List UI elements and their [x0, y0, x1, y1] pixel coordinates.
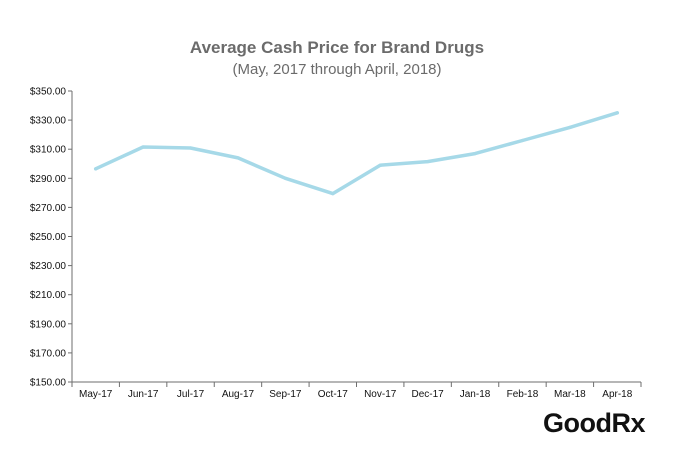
y-tick-label: $230.00 — [30, 261, 67, 272]
x-tick-label: Aug-17 — [222, 389, 255, 400]
data-point — [615, 111, 619, 115]
data-point — [568, 125, 572, 129]
x-axis: May-17 Jun-17 Jul-17 Aug-17 Sep-17 Oct-17 Nov-… — [71, 381, 642, 400]
y-tick-label: $250.00 — [30, 232, 67, 243]
chart-subtitle: (May, 2017 through April, 2018) — [232, 61, 441, 78]
y-tick-label: $310.00 — [30, 145, 67, 156]
y-tick-label: $290.00 — [30, 174, 67, 185]
y-tick-label: $210.00 — [30, 290, 67, 301]
y-tick-label: $150.00 — [30, 378, 67, 389]
x-tick-label: Nov-17 — [364, 389, 397, 400]
x-tick-label: Feb-18 — [507, 389, 539, 400]
x-tick-label: Jul-17 — [177, 389, 205, 400]
data-point — [378, 163, 382, 167]
data-point — [331, 191, 335, 196]
series-line — [93, 111, 620, 196]
chart-title: Average Cash Price for Brand Drugs — [190, 38, 484, 57]
x-tick-label: Sep-17 — [269, 389, 302, 400]
y-axis: $150.00 $170.00 $190.00 $210.00 $230.00 $250.… — [30, 87, 73, 389]
data-point — [426, 159, 430, 164]
data-point — [520, 138, 525, 143]
x-tick-label: Mar-18 — [554, 389, 586, 400]
x-tick-label: Jan-18 — [460, 389, 491, 400]
goodrx-logo: GoodRx — [543, 408, 645, 438]
y-tick-label: $350.00 — [30, 87, 67, 98]
y-tick-label: $170.00 — [30, 348, 67, 359]
x-tick-label: Jun-17 — [128, 389, 159, 400]
data-point — [94, 167, 98, 171]
x-tick-label: Apr-18 — [602, 389, 632, 400]
series-group — [93, 111, 620, 196]
data-point — [188, 146, 193, 150]
x-tick-label: May-17 — [79, 389, 113, 400]
y-tick-label: $330.00 — [30, 116, 67, 127]
y-tick-label: $270.00 — [30, 203, 67, 214]
x-tick-label: Dec-17 — [412, 389, 445, 400]
y-tick-label: $190.00 — [30, 319, 67, 330]
data-point — [473, 151, 477, 156]
x-tick-label: Oct-17 — [318, 389, 348, 400]
data-point — [283, 176, 287, 180]
data-point — [236, 156, 240, 160]
data-point — [141, 145, 145, 149]
